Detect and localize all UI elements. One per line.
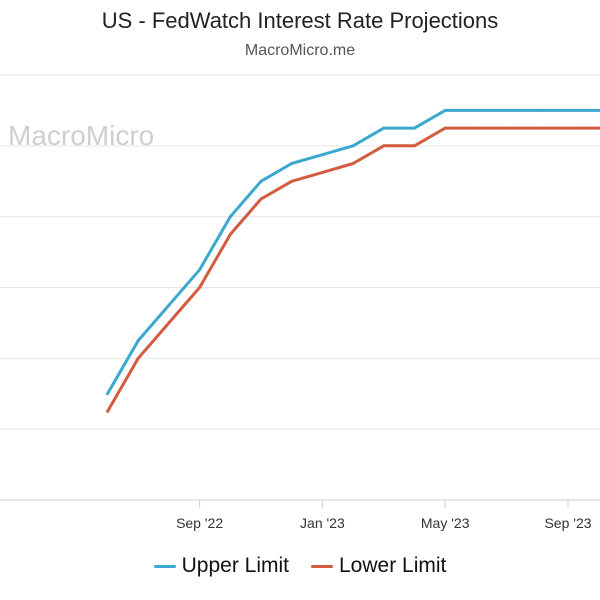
data-point-upper-limit (443, 109, 447, 112)
x-tick-label: Jan '23 (300, 515, 345, 531)
data-point-upper-limit (351, 144, 355, 148)
data-point-upper-limit (106, 392, 109, 396)
data-point-lower-limit (167, 321, 171, 325)
data-point-lower-limit (290, 179, 294, 183)
data-point-lower-limit (136, 356, 140, 360)
data-point-lower-limit (597, 126, 600, 130)
data-point-lower-limit (198, 286, 202, 289)
series-line-upper-limit (106, 108, 600, 395)
legend-label-upper-limit: Upper Limit (181, 554, 289, 577)
watermark-text: MacroMicro (8, 120, 155, 151)
data-point-lower-limit (228, 233, 232, 236)
data-point-upper-limit (290, 162, 294, 165)
data-point-lower-limit (106, 410, 109, 413)
data-point-upper-limit (597, 109, 600, 112)
data-point-upper-limit (259, 179, 263, 183)
data-point-lower-limit (443, 126, 447, 130)
data-point-lower-limit (566, 126, 570, 130)
x-tick-label: Sep '23 (544, 515, 591, 531)
x-tick-label: Sep '22 (176, 515, 223, 531)
data-point-upper-limit (228, 215, 232, 219)
legend-label-lower-limit: Lower Limit (339, 554, 447, 577)
data-point-lower-limit (259, 197, 263, 201)
chart-subtitle: MacroMicro.me (244, 42, 356, 59)
data-point-lower-limit (351, 162, 355, 165)
data-point-upper-limit (198, 268, 202, 272)
chart-title: US - FedWatch Interest Rate Projections (101, 8, 499, 33)
data-point-lower-limit (382, 144, 386, 148)
legend-swatch-lower-limit (311, 564, 333, 568)
data-point-lower-limit (505, 126, 508, 130)
data-point-upper-limit (535, 109, 539, 112)
legend-item-upper-limit[interactable]: Upper Limit (153, 554, 289, 578)
series-line-lower-limit (106, 126, 600, 413)
data-point-upper-limit (167, 303, 171, 307)
data-point-upper-limit (413, 126, 416, 130)
data-point-upper-limit (321, 153, 324, 157)
data-point-upper-limit (505, 109, 508, 112)
data-point-upper-limit (382, 126, 386, 130)
x-tick-label: May '23 (421, 515, 470, 531)
data-point-lower-limit (321, 171, 324, 174)
data-point-upper-limit (136, 339, 140, 342)
data-point-upper-limit (566, 109, 570, 112)
legend-item-lower-limit[interactable]: Lower Limit (311, 554, 446, 578)
legend-swatch-upper-limit (153, 564, 176, 568)
data-point-lower-limit (535, 126, 539, 130)
data-point-lower-limit (413, 144, 416, 148)
data-point-lower-limit (474, 126, 478, 130)
data-point-upper-limit (474, 109, 478, 112)
chart-legend: Upper Limit Lower Limit (0, 554, 600, 578)
